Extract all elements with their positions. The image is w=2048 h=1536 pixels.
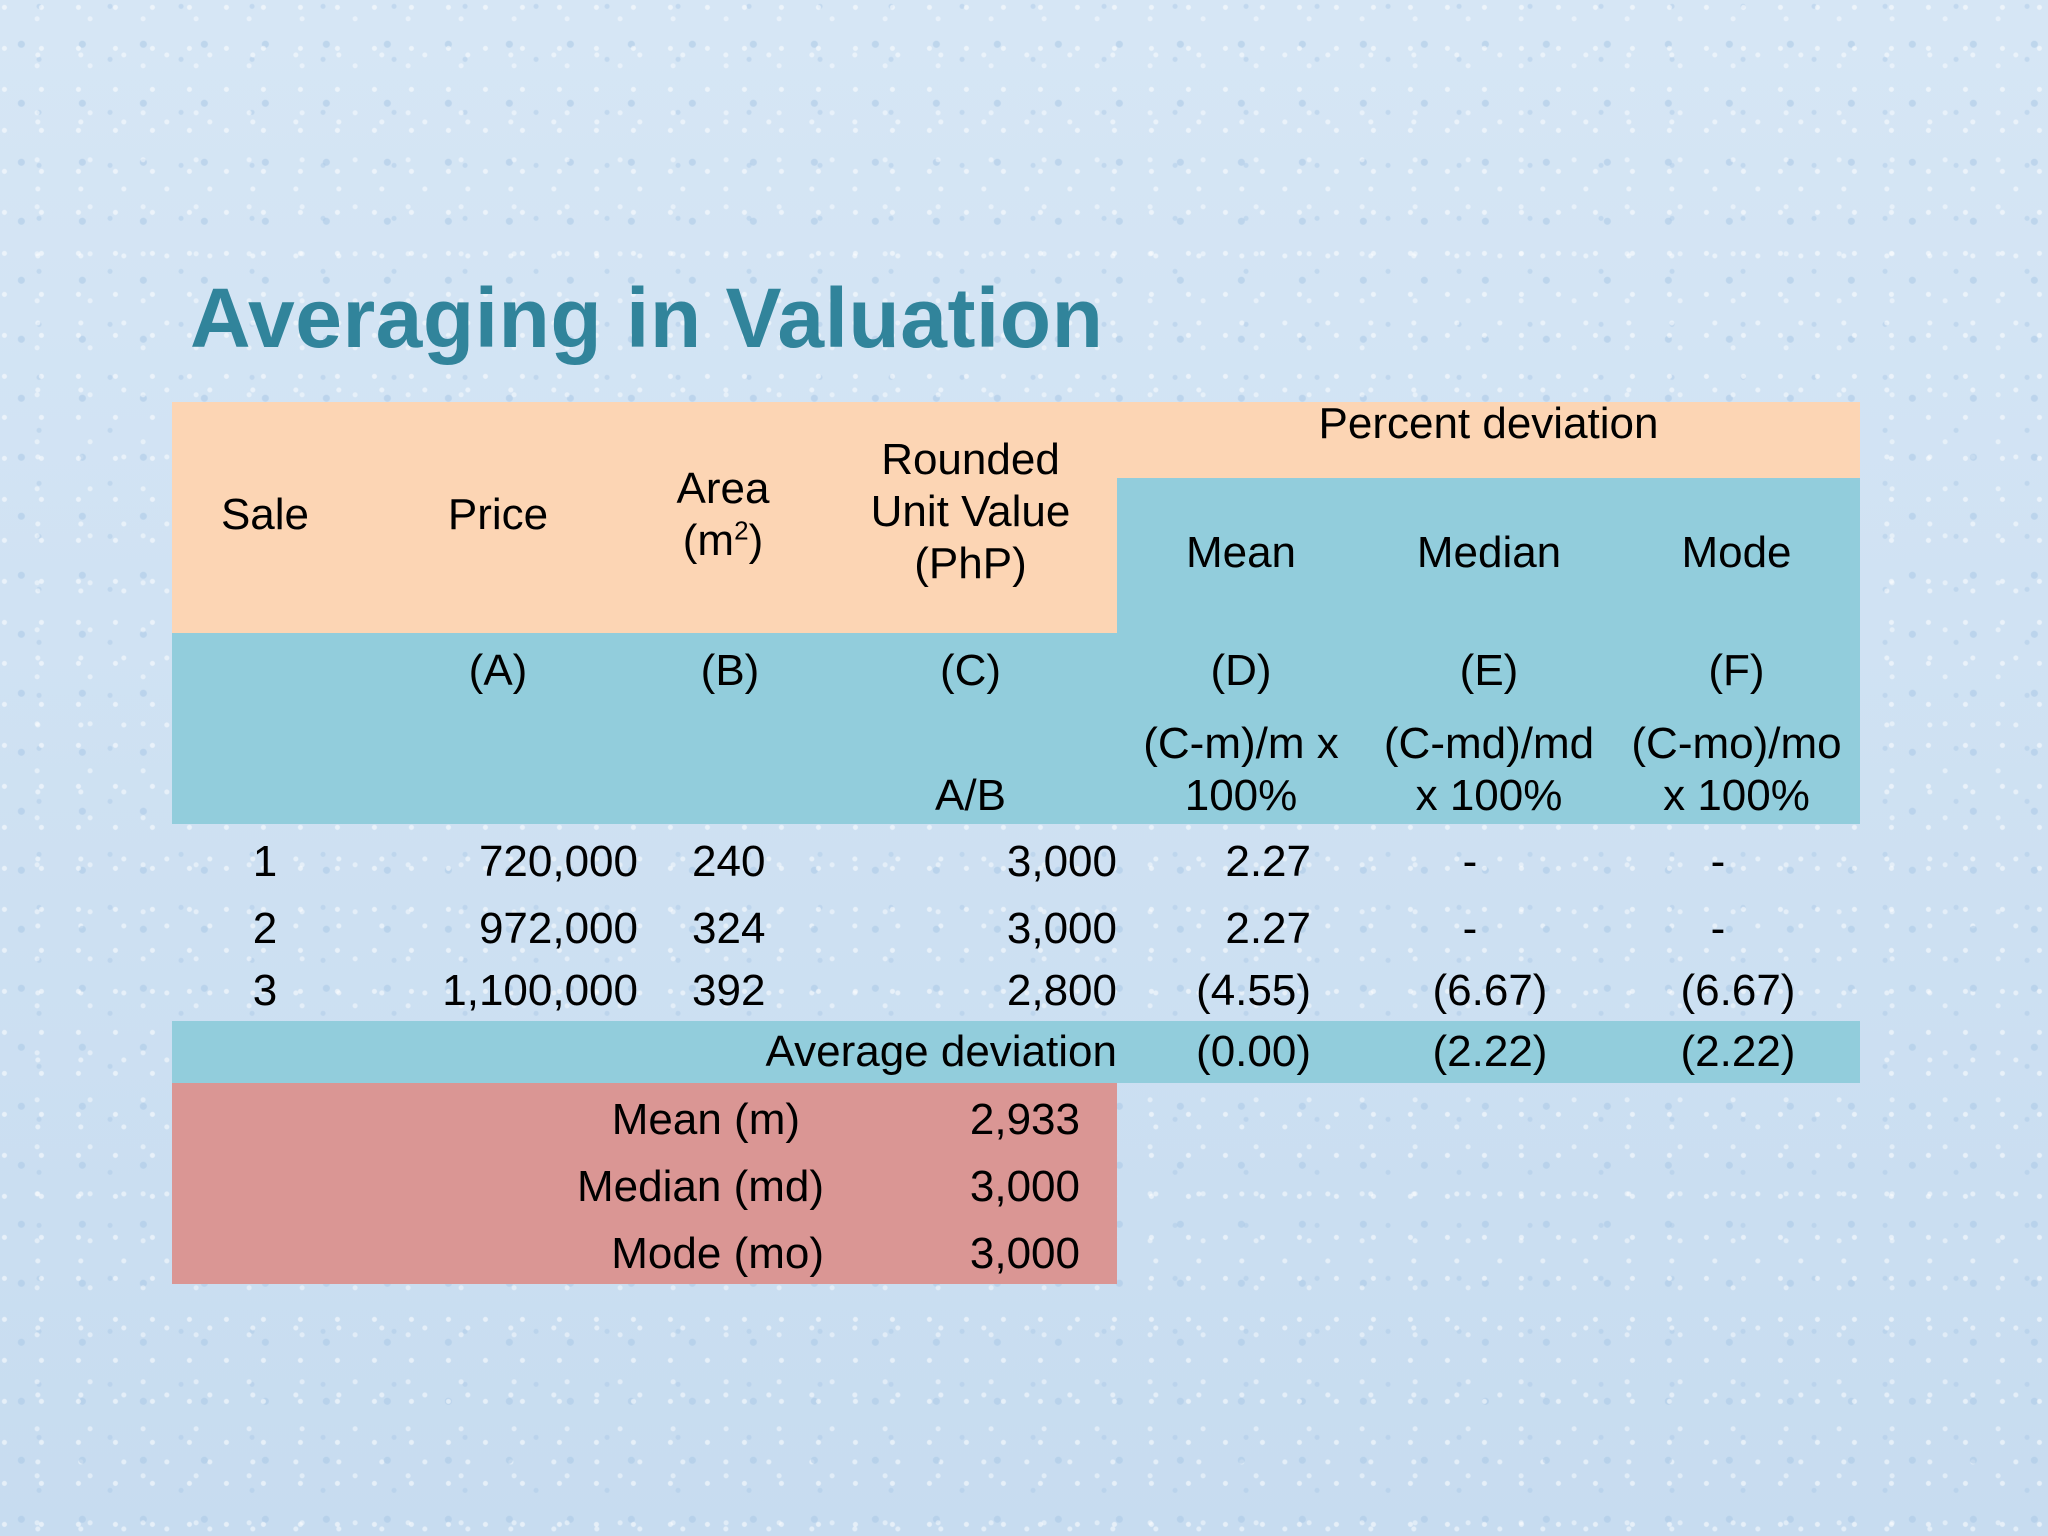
header-unit-value-line3: (PhP) — [914, 539, 1027, 588]
header-unit-value-line2: Unit Value — [870, 487, 1071, 536]
row-2-mode-deviation: - — [1710, 904, 1726, 953]
letters-formula-band — [172, 633, 1860, 824]
row-2-median-deviation: - — [1462, 904, 1478, 953]
row-3-mean-deviation: (4.55) — [1196, 966, 1311, 1015]
row-2-mean-deviation: 2.27 — [1225, 904, 1311, 953]
header-price: Price — [447, 490, 549, 539]
header-mean: Mean — [1185, 528, 1297, 577]
statistic-mean-label: Mean (m) — [611, 1095, 800, 1144]
average-deviation-mean: (0.00) — [1196, 1027, 1311, 1076]
row-1-area: 240 — [692, 837, 766, 886]
slide-title: Averaging in Valuation — [190, 271, 1104, 365]
row-3-price: 1,100,000 — [442, 966, 638, 1015]
row-3-sale: 3 — [252, 966, 278, 1015]
column-letter-f: (F) — [1708, 646, 1765, 695]
statistic-mode-label: Mode (mo) — [611, 1229, 824, 1278]
row-3-area: 392 — [692, 966, 766, 1015]
row-2-area: 324 — [692, 904, 766, 953]
average-deviation-band — [172, 1021, 1860, 1083]
row-3-mode-deviation: (6.67) — [1680, 966, 1796, 1015]
header-unit-value-line1: Rounded — [881, 435, 1060, 484]
header-sale: Sale — [220, 490, 310, 539]
row-1-price: 720,000 — [478, 837, 638, 886]
statistic-mean-value: 2,933 — [969, 1095, 1080, 1144]
row-1-sale: 1 — [252, 837, 278, 886]
header-mode: Mode — [1681, 528, 1792, 577]
column-letter-c: (C) — [939, 646, 1002, 695]
statistic-median-label: Median (md) — [577, 1162, 824, 1211]
formula-e: (C-md)/md x 100% — [1383, 719, 1595, 820]
header-area-line2: (m2) — [682, 515, 764, 565]
row-3-median-deviation: (6.67) — [1432, 966, 1548, 1015]
column-letter-a: (A) — [468, 646, 528, 695]
header-area: Area (m2) — [638, 455, 808, 575]
formula-d: (C-m)/m x 100% — [1143, 719, 1339, 820]
header-area-line1: Area — [676, 464, 770, 513]
column-letter-d: (D) — [1210, 646, 1272, 695]
average-deviation-label: Average deviation — [765, 1027, 1117, 1076]
row-2-price: 972,000 — [478, 904, 638, 953]
formula-c: A/B — [935, 771, 1006, 820]
header-unit-value: Rounded Unit Value (PhP) — [808, 432, 1133, 592]
row-1-unit-value: 3,000 — [1006, 837, 1117, 886]
statistic-median-value: 3,000 — [969, 1162, 1080, 1211]
row-2-sale: 2 — [252, 904, 278, 953]
column-letter-e: (E) — [1459, 646, 1519, 695]
deviation-subheader-band — [1117, 478, 1860, 633]
average-deviation-mode: (2.22) — [1680, 1027, 1796, 1076]
row-3-unit-value: 2,800 — [1006, 966, 1117, 1015]
header-percent-deviation: Percent deviation — [1318, 399, 1659, 448]
statistics-block — [172, 1083, 1117, 1284]
formula-f: (C-mo)/mo x 100% — [1631, 719, 1842, 820]
row-2-unit-value: 3,000 — [1006, 904, 1117, 953]
row-1-mean-deviation: 2.27 — [1225, 837, 1311, 886]
percent-deviation-band — [1117, 402, 1860, 478]
header-median: Median — [1416, 528, 1562, 577]
statistic-mode-value: 3,000 — [969, 1229, 1080, 1278]
average-deviation-median: (2.22) — [1432, 1027, 1548, 1076]
column-letter-b: (B) — [700, 646, 760, 695]
header-peach-block — [172, 402, 1117, 633]
row-1-median-deviation: - — [1462, 837, 1478, 886]
row-1-mode-deviation: - — [1710, 837, 1726, 886]
